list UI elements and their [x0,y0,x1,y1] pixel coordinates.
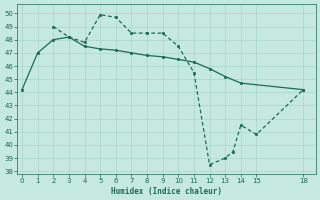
X-axis label: Humidex (Indice chaleur): Humidex (Indice chaleur) [111,187,222,196]
